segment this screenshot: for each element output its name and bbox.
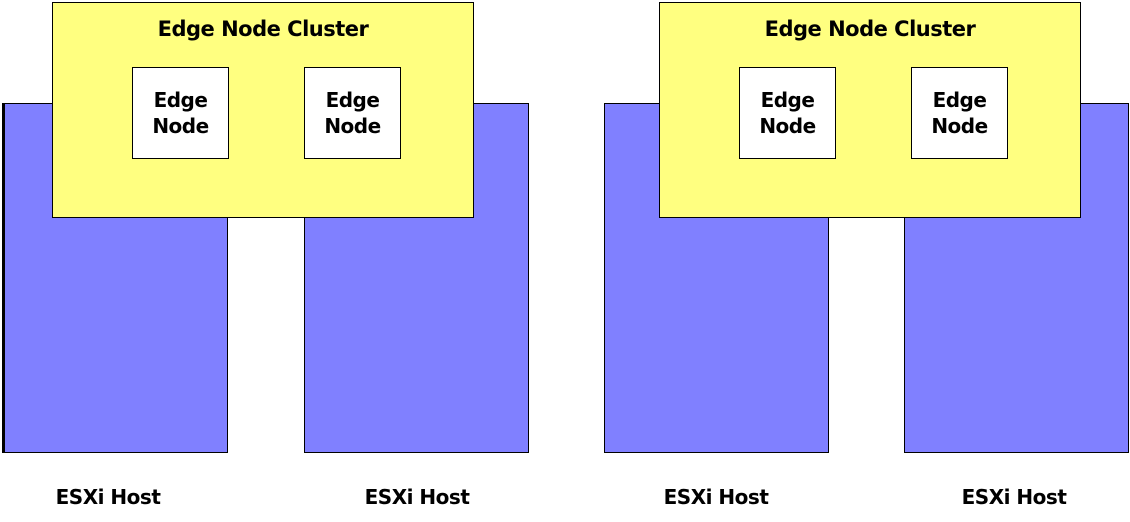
edge-node-label: Edge Node bbox=[759, 88, 816, 138]
edge-node: Edge Node bbox=[132, 67, 229, 159]
edge-node: Edge Node bbox=[739, 67, 836, 159]
edge-node-label: Edge Node bbox=[931, 88, 988, 138]
edge-node-label: Edge Node bbox=[152, 88, 209, 138]
edge-node-cluster: Edge Node Cluster Edge Node Edge Node bbox=[659, 2, 1081, 218]
edge-node: Edge Node bbox=[911, 67, 1008, 159]
cluster-title: Edge Node Cluster bbox=[157, 17, 369, 41]
esxi-host-label: ESXi Host bbox=[364, 485, 470, 509]
esxi-host-label: ESXi Host bbox=[961, 485, 1067, 509]
esxi-host-label: ESXi Host bbox=[55, 485, 161, 509]
esxi-host-label: ESXi Host bbox=[663, 485, 769, 509]
edge-node-label: Edge Node bbox=[324, 88, 381, 138]
edge-node-cluster: Edge Node Cluster Edge Node Edge Node bbox=[52, 2, 474, 218]
edge-node: Edge Node bbox=[304, 67, 401, 159]
cluster-title: Edge Node Cluster bbox=[764, 17, 976, 41]
